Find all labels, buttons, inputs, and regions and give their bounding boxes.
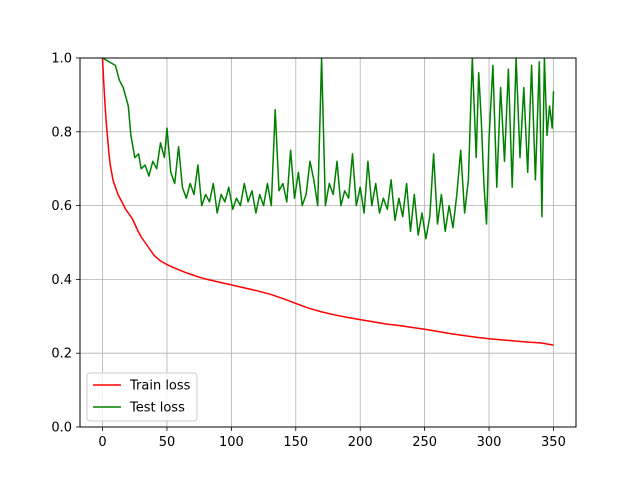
train-loss-line xyxy=(101,58,554,346)
x-tick-label: 100 xyxy=(219,435,244,450)
legend-label: Train loss xyxy=(129,379,191,394)
x-tick-label: 200 xyxy=(348,435,373,450)
x-tick-label: 50 xyxy=(159,435,176,450)
legend-label: Test loss xyxy=(129,401,185,416)
y-tick-label: 0.0 xyxy=(51,421,72,436)
y-tick-label: 0.6 xyxy=(51,199,72,214)
legend: Train loss Test loss xyxy=(86,372,198,422)
series-layer xyxy=(101,58,555,346)
x-tick-label: 150 xyxy=(283,435,308,450)
x-tick-label: 350 xyxy=(541,435,566,450)
x-tick-label: 0 xyxy=(98,435,106,450)
plot-frame xyxy=(79,57,577,428)
y-tick-label: 0.4 xyxy=(51,273,72,288)
y-tick-label: 1.0 xyxy=(51,52,72,67)
axis-ticks: 0 50 100 150 200 250 300 350 0.0 0.2 0.4 0.6 0.8 1.0 xyxy=(51,52,566,451)
y-tick-label: 0.8 xyxy=(51,125,72,140)
x-tick-label: 250 xyxy=(412,435,437,450)
x-tick-label: 300 xyxy=(477,435,502,450)
test-loss-line xyxy=(102,58,555,240)
y-tick-label: 0.2 xyxy=(51,347,72,362)
